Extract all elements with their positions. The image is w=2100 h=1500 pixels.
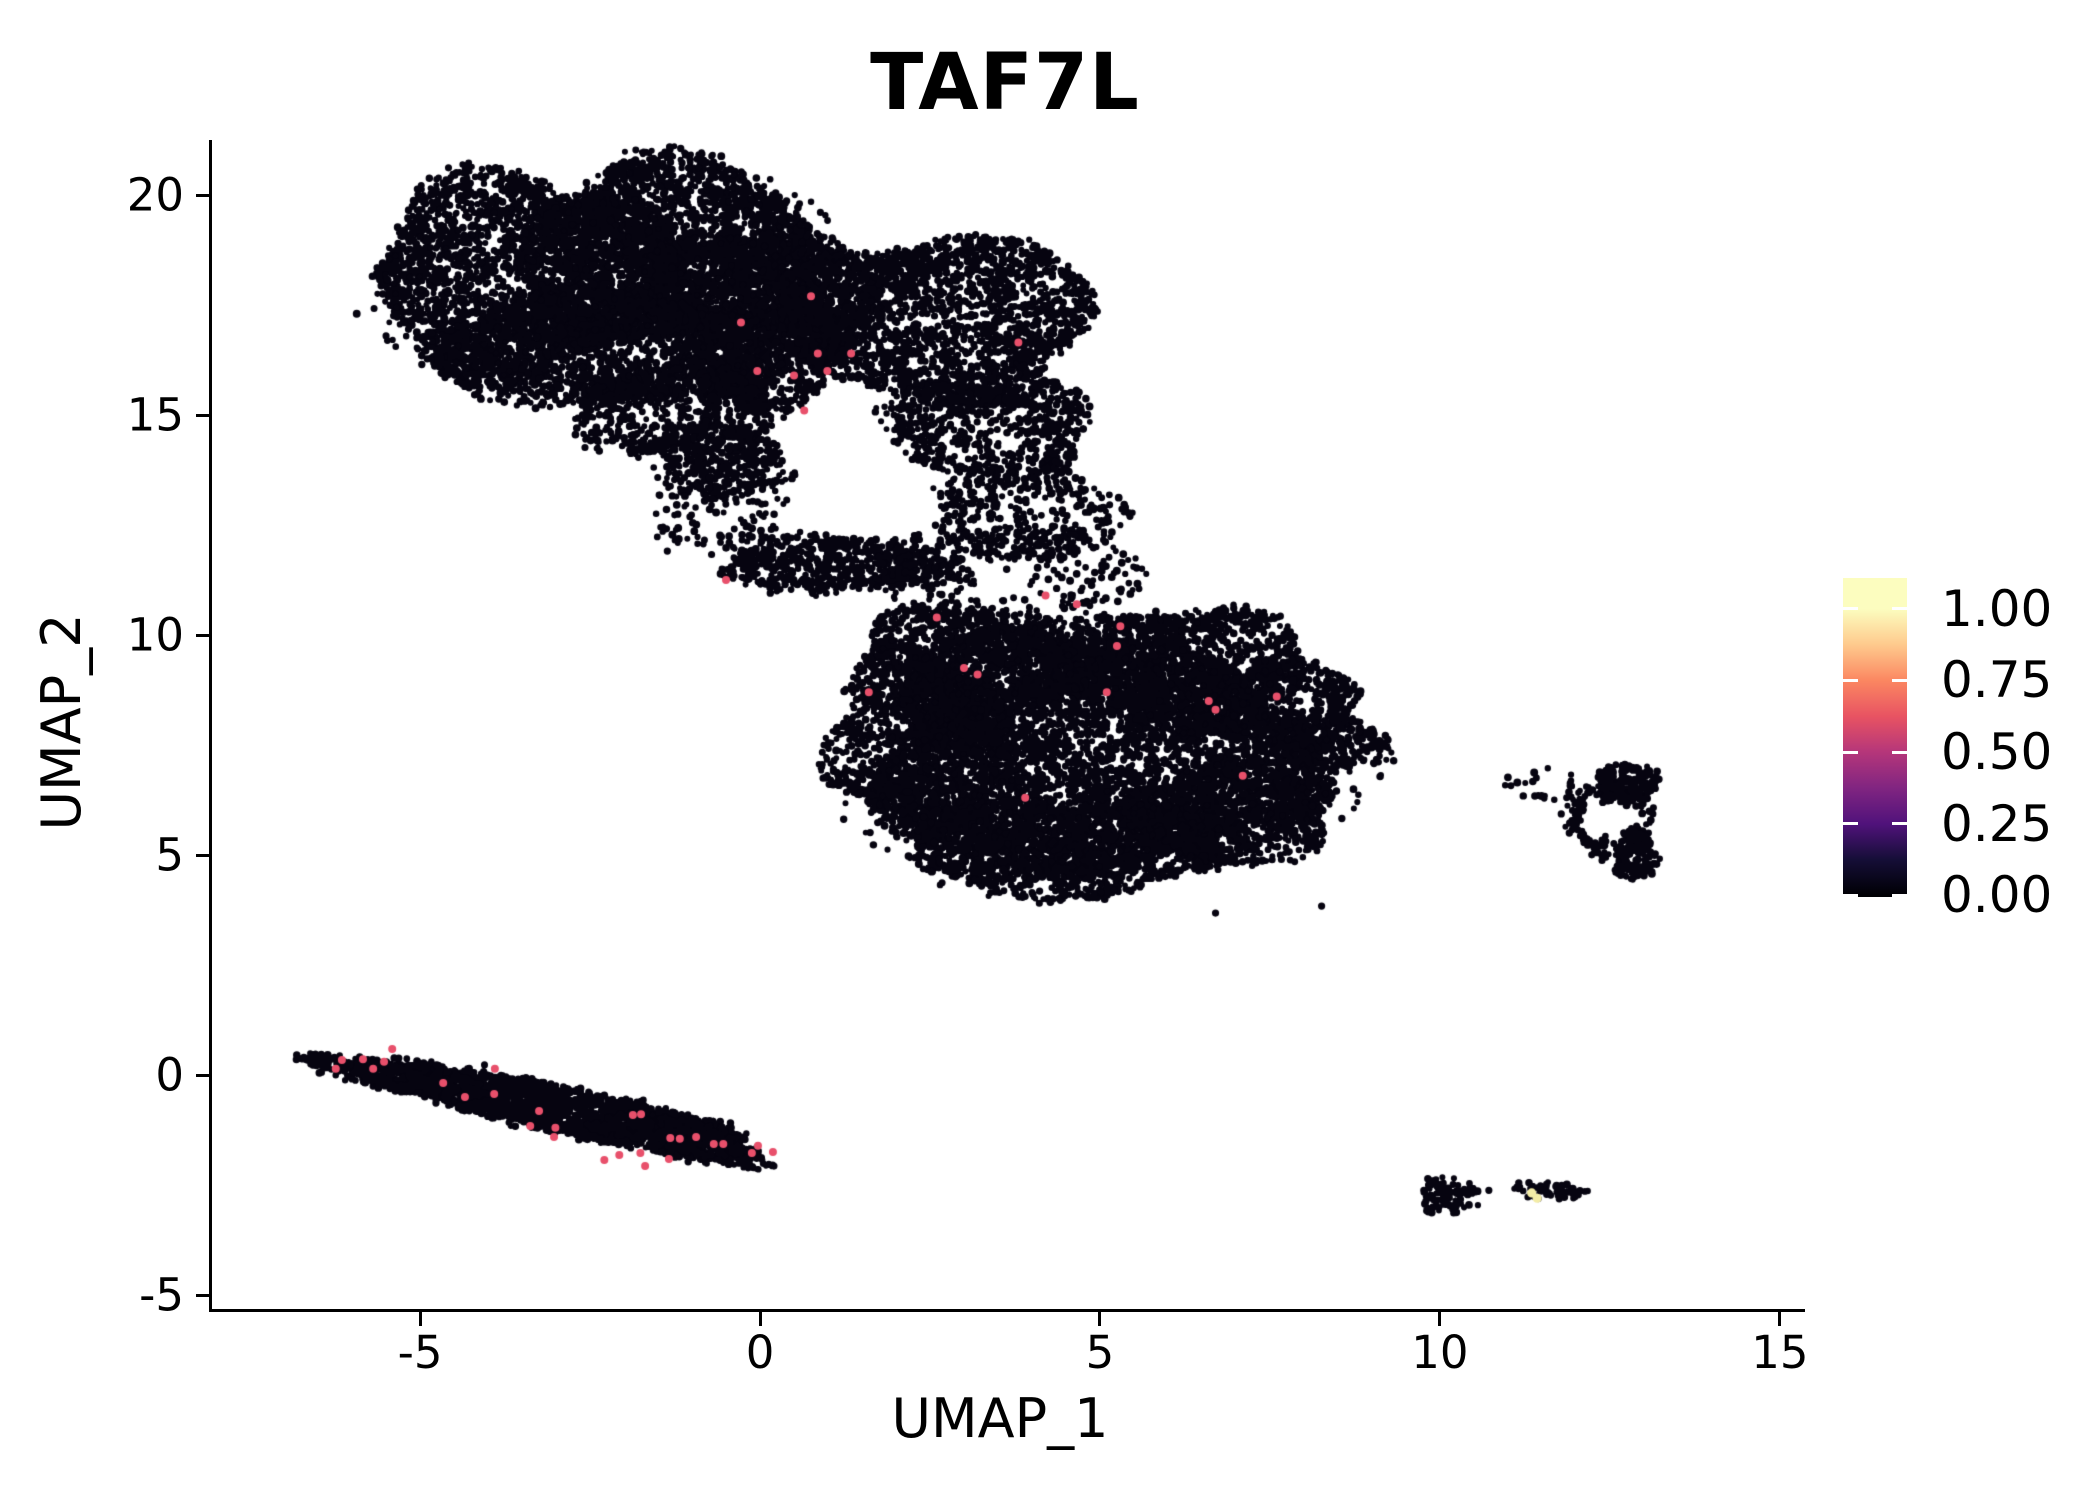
x-axis-tick-label: 5 xyxy=(1085,1326,1115,1379)
y-axis-tick-label: 20 xyxy=(126,168,184,222)
y-axis-tick xyxy=(196,193,210,197)
x-axis-tick xyxy=(1438,1312,1442,1326)
y-axis-tick-label: 15 xyxy=(126,388,184,442)
x-axis-tick-label: 15 xyxy=(1751,1326,1809,1379)
y-axis-tick xyxy=(196,413,210,417)
y-axis-tick-label: -5 xyxy=(139,1268,184,1322)
y-axis-tick xyxy=(196,1293,210,1297)
x-axis-tick xyxy=(758,1312,762,1326)
x-axis-tick xyxy=(1098,1312,1102,1326)
y-axis-tick-label: 0 xyxy=(155,1048,184,1102)
y-axis-tick xyxy=(196,633,210,637)
y-axis-tick xyxy=(196,1073,210,1077)
y-axis-line xyxy=(209,140,212,1312)
plot-title: TAF7L xyxy=(870,38,1140,128)
y-axis-tick-label: 5 xyxy=(155,828,184,882)
y-axis-tick-label: 10 xyxy=(126,608,184,662)
x-axis-tick-label: 10 xyxy=(1411,1326,1469,1379)
x-axis-tick xyxy=(1778,1312,1782,1326)
x-axis-title: UMAP_1 xyxy=(891,1387,1109,1450)
x-axis-tick-label: 0 xyxy=(745,1326,775,1379)
x-axis-tick-label: -5 xyxy=(397,1326,443,1379)
y-axis-tick xyxy=(196,853,210,857)
x-axis-tick xyxy=(418,1312,422,1326)
x-axis-line xyxy=(209,1309,1805,1312)
